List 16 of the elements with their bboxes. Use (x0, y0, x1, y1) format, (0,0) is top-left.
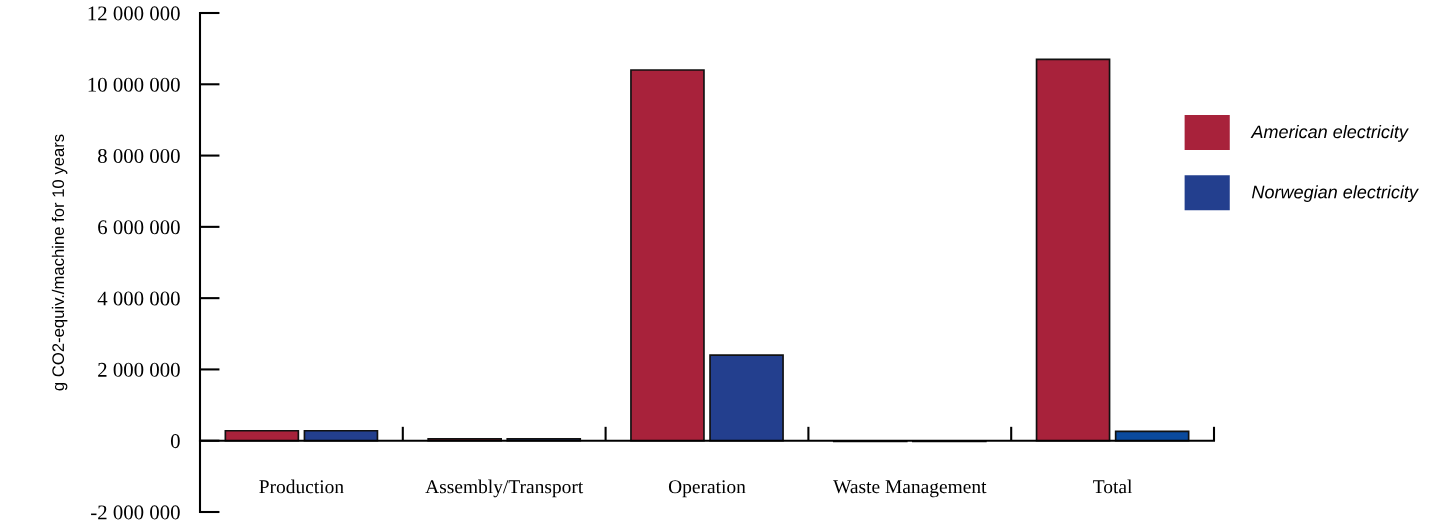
y-tick-label: 10 000 000 (88, 77, 180, 92)
y-tick-label: 0 (170, 434, 180, 449)
x-tick-label: Production (259, 479, 344, 494)
y-tick-label: -2 000 000 (91, 505, 180, 520)
x-tick-label: Assembly/Transport (425, 479, 584, 498)
x-tick-label: Waste Management (833, 480, 987, 498)
y-tick-label: 12 000 000 (88, 6, 180, 21)
legend-label: American electricity (1250, 124, 1409, 142)
y-tick-label: 4 000 000 (97, 291, 180, 306)
legend-label: Norwegian electricity (1251, 185, 1419, 203)
x-tick-label: Total (1093, 479, 1133, 494)
y-tick-label: 8 000 000 (98, 148, 180, 163)
y-tick-label: 2 000 000 (98, 362, 180, 377)
x-tick-label: Operation (668, 480, 746, 498)
y-tick-label: 6 000 000 (98, 220, 180, 235)
y-axis-title: g CO2-equiv./machine for 10 years (51, 134, 68, 391)
